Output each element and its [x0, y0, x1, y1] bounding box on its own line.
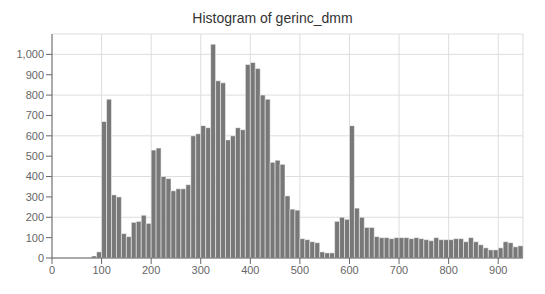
svg-text:400: 400 — [26, 170, 44, 182]
svg-text:700: 700 — [26, 109, 44, 121]
svg-text:600: 600 — [26, 130, 44, 142]
svg-text:800: 800 — [439, 264, 457, 276]
svg-text:500: 500 — [26, 150, 44, 162]
svg-text:300: 300 — [26, 191, 44, 203]
svg-text:100: 100 — [26, 232, 44, 244]
svg-text:400: 400 — [241, 264, 259, 276]
svg-text:0: 0 — [49, 264, 55, 276]
svg-text:700: 700 — [390, 264, 408, 276]
svg-text:800: 800 — [26, 89, 44, 101]
svg-text:900: 900 — [489, 264, 507, 276]
svg-text:200: 200 — [26, 211, 44, 223]
svg-text:100: 100 — [92, 264, 110, 276]
svg-text:500: 500 — [291, 264, 309, 276]
svg-text:1,000: 1,000 — [16, 48, 44, 60]
svg-text:900: 900 — [26, 69, 44, 81]
svg-text:0: 0 — [38, 252, 44, 264]
html-text:Histogram of gerinc_dmm: Histogram of gerinc_dmm — [192, 10, 353, 26]
svg-text:300: 300 — [192, 264, 210, 276]
svg-text:200: 200 — [142, 264, 160, 276]
svg-text:600: 600 — [340, 264, 358, 276]
